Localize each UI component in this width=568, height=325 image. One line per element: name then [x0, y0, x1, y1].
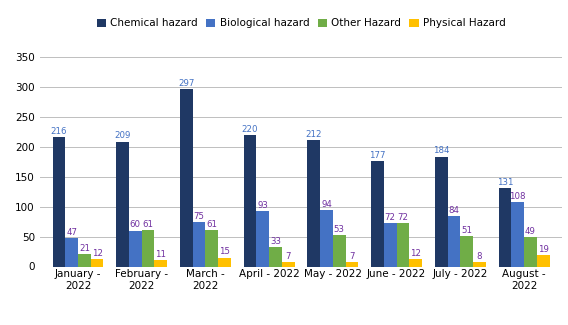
Text: 12: 12 [91, 249, 103, 258]
Bar [333, 235, 346, 266]
Bar [206, 230, 218, 266]
Text: 177: 177 [369, 150, 386, 160]
Text: 131: 131 [496, 178, 513, 187]
Text: 108: 108 [509, 192, 526, 201]
Text: 47: 47 [66, 228, 77, 237]
Text: 19: 19 [538, 245, 549, 254]
Bar [154, 260, 167, 266]
Text: 12: 12 [410, 249, 421, 258]
Bar [371, 161, 384, 266]
Bar [52, 137, 65, 266]
Bar [524, 237, 537, 266]
Text: 15: 15 [219, 247, 230, 256]
Bar [320, 210, 333, 266]
Bar [269, 247, 282, 266]
Bar [65, 239, 78, 266]
Text: 53: 53 [334, 225, 345, 234]
Bar [256, 211, 269, 266]
Text: 209: 209 [114, 132, 131, 140]
Text: 75: 75 [194, 212, 204, 220]
Bar [218, 257, 231, 266]
Text: 212: 212 [306, 130, 322, 139]
Text: 49: 49 [525, 227, 536, 236]
Bar [384, 224, 396, 266]
Text: 7: 7 [349, 252, 355, 261]
Bar [410, 259, 422, 266]
Text: 184: 184 [433, 146, 449, 155]
Text: 11: 11 [155, 250, 166, 259]
Bar [180, 89, 193, 266]
Text: 21: 21 [79, 244, 90, 253]
Text: 94: 94 [321, 200, 332, 209]
Bar [91, 259, 103, 266]
Text: 93: 93 [257, 201, 268, 210]
Text: 33: 33 [270, 237, 281, 246]
Bar [435, 157, 448, 266]
Bar [307, 140, 320, 266]
Bar [142, 230, 154, 266]
Text: 216: 216 [51, 127, 67, 136]
Bar [511, 202, 524, 266]
Text: 8: 8 [477, 252, 482, 261]
Bar [346, 262, 358, 266]
Text: 297: 297 [178, 79, 194, 88]
Legend: Chemical hazard, Biological hazard, Other Hazard, Physical Hazard: Chemical hazard, Biological hazard, Othe… [93, 15, 509, 32]
Bar [396, 224, 410, 266]
Text: 220: 220 [242, 125, 258, 134]
Bar [116, 142, 129, 266]
Bar [460, 236, 473, 266]
Bar [473, 262, 486, 266]
Text: 61: 61 [206, 220, 218, 229]
Bar [129, 231, 142, 266]
Bar [193, 222, 206, 266]
Bar [282, 262, 295, 266]
Bar [499, 188, 511, 266]
Text: 72: 72 [398, 213, 408, 222]
Text: 72: 72 [385, 213, 396, 222]
Bar [244, 135, 256, 266]
Text: 51: 51 [461, 226, 472, 235]
Bar [78, 254, 91, 266]
Text: 84: 84 [449, 206, 460, 215]
Bar [448, 216, 460, 266]
Text: 60: 60 [130, 220, 141, 229]
Text: 61: 61 [143, 220, 153, 229]
Bar [537, 255, 550, 266]
Text: 7: 7 [286, 252, 291, 261]
